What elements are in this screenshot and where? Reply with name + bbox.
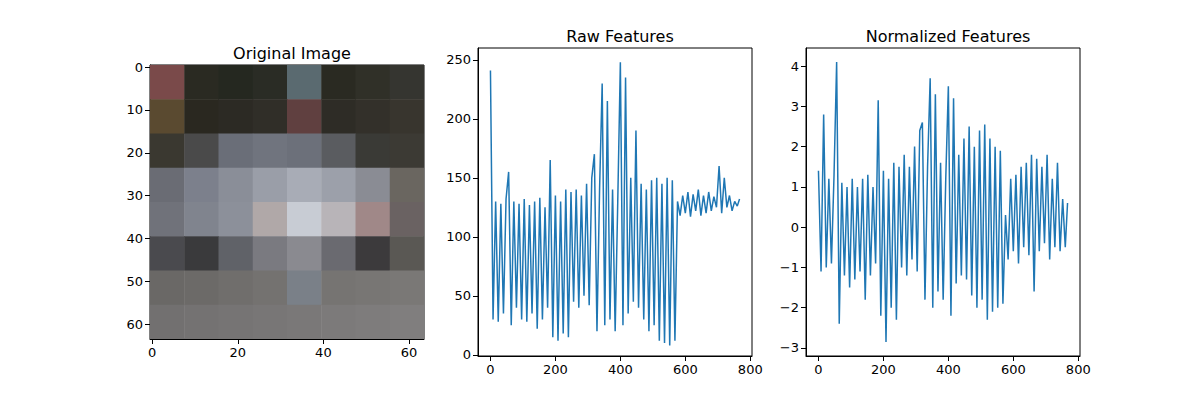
svg-text:50: 50 xyxy=(454,288,471,303)
svg-text:600: 600 xyxy=(1001,362,1026,377)
svg-text:600: 600 xyxy=(673,362,698,377)
svg-text:200: 200 xyxy=(871,362,896,377)
svg-text:100: 100 xyxy=(446,229,471,244)
svg-text:−3: −3 xyxy=(780,340,799,355)
svg-text:20: 20 xyxy=(229,345,246,360)
svg-text:Raw Features: Raw Features xyxy=(566,27,674,46)
svg-text:−2: −2 xyxy=(780,300,799,315)
svg-text:Original Image: Original Image xyxy=(233,44,351,63)
svg-text:250: 250 xyxy=(446,52,471,67)
svg-text:−1: −1 xyxy=(780,260,799,275)
svg-text:0: 0 xyxy=(791,220,799,235)
svg-text:2: 2 xyxy=(791,139,799,154)
svg-text:0: 0 xyxy=(148,345,156,360)
svg-text:200: 200 xyxy=(446,111,471,126)
svg-text:10: 10 xyxy=(126,102,143,117)
svg-text:40: 40 xyxy=(315,345,332,360)
svg-text:20: 20 xyxy=(126,145,143,160)
svg-text:800: 800 xyxy=(1066,362,1091,377)
svg-text:200: 200 xyxy=(543,362,568,377)
svg-text:3: 3 xyxy=(791,99,799,114)
svg-text:60: 60 xyxy=(401,345,418,360)
svg-text:1: 1 xyxy=(791,179,799,194)
svg-text:50: 50 xyxy=(126,274,143,289)
svg-text:60: 60 xyxy=(126,317,143,332)
svg-text:0: 0 xyxy=(463,347,471,362)
svg-text:40: 40 xyxy=(126,231,143,246)
svg-text:400: 400 xyxy=(608,362,633,377)
svg-text:0: 0 xyxy=(135,60,143,75)
svg-text:150: 150 xyxy=(446,170,471,185)
svg-text:0: 0 xyxy=(814,362,822,377)
svg-text:Normalized Features: Normalized Features xyxy=(866,27,1031,46)
svg-text:0: 0 xyxy=(486,362,494,377)
svg-text:4: 4 xyxy=(791,59,799,74)
svg-text:30: 30 xyxy=(126,188,143,203)
svg-text:400: 400 xyxy=(936,362,961,377)
svg-text:800: 800 xyxy=(738,362,763,377)
